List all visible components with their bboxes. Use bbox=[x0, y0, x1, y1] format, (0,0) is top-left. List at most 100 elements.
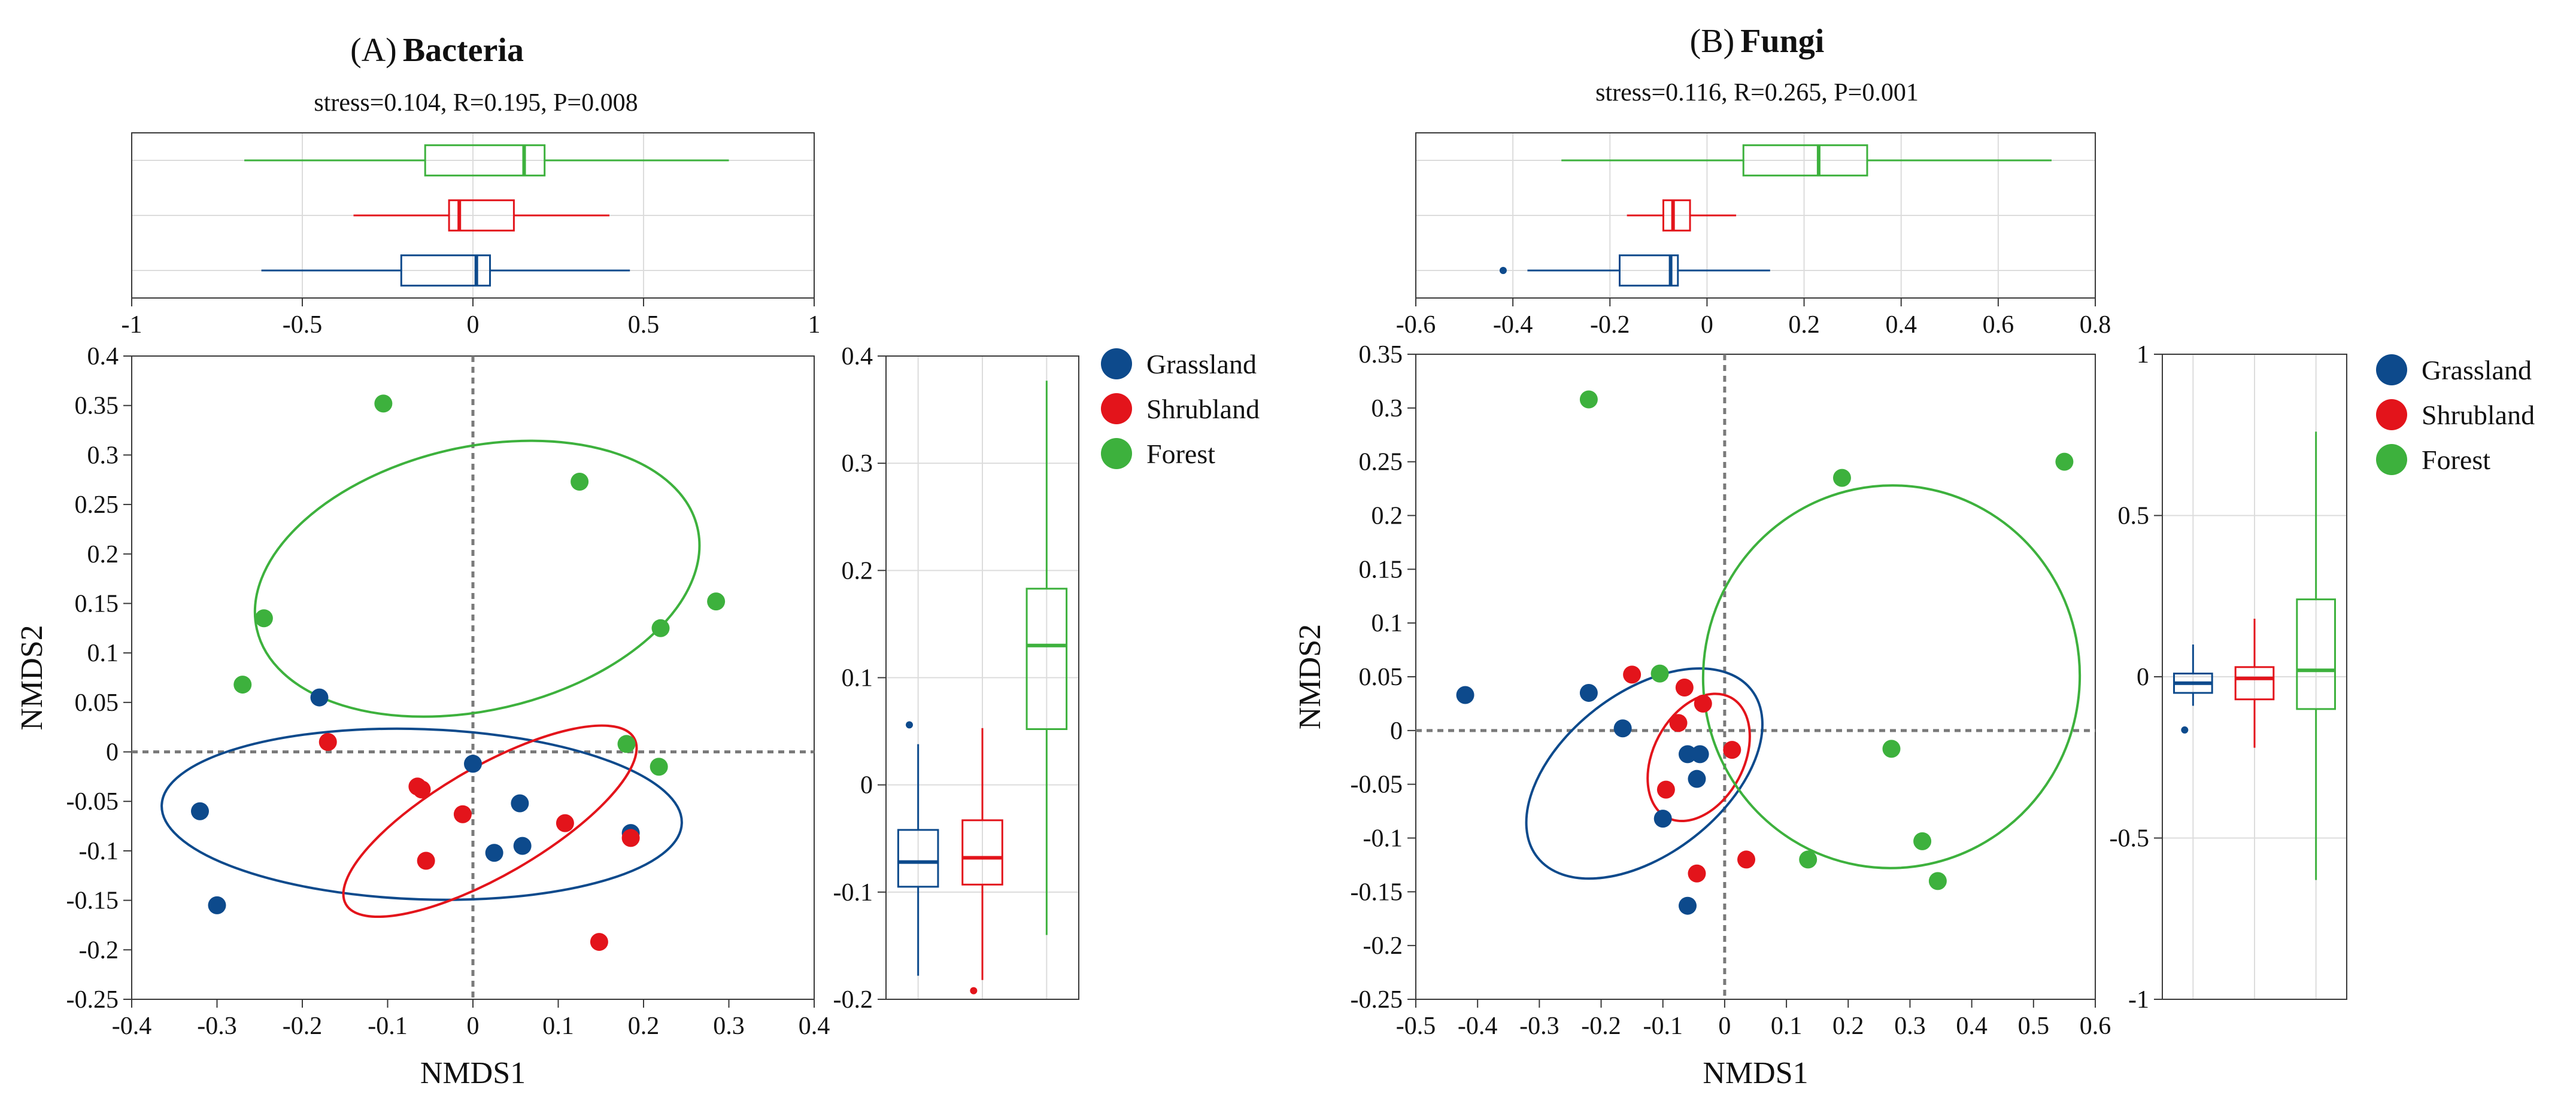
y-tick-label: 0.05 bbox=[75, 689, 119, 717]
point-forest bbox=[1579, 390, 1598, 409]
top-box-grassland bbox=[400, 254, 491, 287]
point-shrubland bbox=[1623, 665, 1642, 684]
x-tick-label: -0.3 bbox=[197, 1012, 237, 1040]
point-forest bbox=[1913, 832, 1932, 850]
top-tick-label: -0.6 bbox=[1396, 311, 1436, 339]
point-grassland bbox=[464, 755, 482, 773]
y-axis-title: NMDS2 bbox=[1293, 624, 1327, 729]
point-shrubland bbox=[590, 933, 608, 951]
y-tick-label: 0.35 bbox=[1359, 341, 1403, 369]
y-tick-label: -0.25 bbox=[66, 986, 119, 1014]
panel-label: (B) bbox=[1690, 23, 1735, 60]
right-tick-label: -0.5 bbox=[2110, 825, 2150, 853]
panel-stats: stress=0.104, R=0.195, P=0.008 bbox=[314, 89, 638, 117]
top-boxplot: -1 -0.5 0 0.5 1 bbox=[122, 132, 821, 339]
point-shrubland bbox=[1656, 780, 1675, 799]
right-tick-label: 0 bbox=[2137, 664, 2149, 691]
x-tick-label: -0.1 bbox=[1643, 1012, 1683, 1040]
x-tick-label: -0.4 bbox=[1458, 1012, 1498, 1040]
right-tick-label: 0.4 bbox=[842, 343, 873, 370]
top-tick-label: 0.5 bbox=[628, 311, 660, 339]
point-shrubland bbox=[1688, 864, 1706, 883]
top-tick-label: -0.2 bbox=[1590, 311, 1630, 339]
top-tick-label: -0.5 bbox=[283, 311, 323, 339]
legend: Grassland Shrubland Forest bbox=[2376, 354, 2535, 475]
panel-title-name: Bacteria bbox=[403, 32, 524, 69]
point-grassland bbox=[1579, 683, 1598, 702]
right-box-shrubland bbox=[961, 819, 1003, 886]
panel-title: (B) Fungi bbox=[1690, 23, 1825, 60]
point-shrubland bbox=[621, 829, 640, 847]
legend-marker-shrubland bbox=[1101, 393, 1132, 424]
top-box-shrubland bbox=[1662, 199, 1691, 232]
y-tick-label: -0.05 bbox=[1351, 771, 1403, 799]
y-tick-label: -0.2 bbox=[79, 936, 119, 964]
y-axis-title: NMDS2 bbox=[15, 625, 49, 730]
point-forest bbox=[1650, 664, 1669, 683]
right-tick-label: 0.1 bbox=[842, 665, 873, 692]
point-shrubland bbox=[1723, 741, 1741, 759]
top-tick-label: 0.4 bbox=[1885, 311, 1917, 339]
point-forest bbox=[1832, 469, 1851, 487]
legend: Grassland Shrubland Forest bbox=[1101, 348, 1260, 469]
y-tick-label: 0.3 bbox=[87, 442, 119, 469]
right-tick-label: -1 bbox=[2128, 986, 2149, 1014]
top-outlier-grassland bbox=[1499, 267, 1507, 274]
top-frame bbox=[1415, 132, 2096, 299]
legend-label-forest: Forest bbox=[1146, 439, 1215, 469]
x-tick-label: 0.4 bbox=[1956, 1012, 1988, 1040]
legend-label-shrubland: Shrubland bbox=[2422, 400, 2535, 430]
x-tick-label: 0 bbox=[467, 1012, 480, 1040]
x-tick-label: -0.2 bbox=[283, 1012, 323, 1040]
top-box-forest bbox=[424, 144, 546, 177]
y-tick-label: 0.2 bbox=[87, 541, 119, 568]
legend-label-grassland: Grassland bbox=[1146, 349, 1257, 379]
legend-label-grassland: Grassland bbox=[2422, 355, 2532, 385]
x-tick-label: -0.1 bbox=[368, 1012, 408, 1040]
main-scatter: -0.5 -0.4 -0.3 -0.2 -0.1 0 0.1 0.2 0.3 0.4 0.5 0.6 -… bbox=[1293, 341, 2111, 1090]
point-forest bbox=[650, 758, 668, 776]
point-forest bbox=[1882, 740, 1901, 758]
x-tick-label: 0.3 bbox=[713, 1012, 745, 1040]
y-tick-label: 0.1 bbox=[1372, 610, 1403, 637]
right-box-forest bbox=[1025, 588, 1068, 731]
confidence-ellipse-grassland bbox=[1525, 667, 1764, 880]
y-tick-label: -0.15 bbox=[1351, 878, 1403, 906]
main-scatter: -0.4 -0.3 -0.2 -0.1 0 0.1 0.2 0.3 0.4 -0.25 -0.2 -0… bbox=[15, 343, 830, 1090]
right-outlier-grassland bbox=[2181, 726, 2189, 734]
point-grassland bbox=[1679, 745, 1697, 764]
point-shrubland bbox=[1669, 714, 1688, 732]
x-tick-label: 0.6 bbox=[2080, 1012, 2111, 1040]
point-grassland bbox=[513, 837, 532, 855]
point-grassland bbox=[1688, 770, 1706, 788]
right-tick-label: 0.2 bbox=[842, 557, 873, 585]
top-box-forest bbox=[1742, 144, 1868, 177]
right-boxplot: -0.2 -0.1 0 0.1 0.2 0.3 0.4 bbox=[833, 343, 1079, 1014]
x-tick-label: -0.2 bbox=[1581, 1012, 1621, 1040]
point-grassland bbox=[1613, 719, 1632, 738]
confidence-ellipse-shrubland bbox=[342, 724, 638, 919]
top-box-grassland bbox=[1619, 254, 1679, 287]
legend-label-shrubland: Shrubland bbox=[1146, 394, 1260, 424]
x-tick-label: -0.5 bbox=[1396, 1012, 1436, 1040]
top-tick-label: 0.2 bbox=[1788, 311, 1820, 339]
point-grassland bbox=[208, 896, 226, 914]
point-forest bbox=[374, 394, 393, 413]
x-axis-title: NMDS1 bbox=[1703, 1056, 1808, 1090]
y-tick-label: -0.05 bbox=[66, 788, 119, 816]
x-tick-label: 0 bbox=[1718, 1012, 1731, 1040]
top-tick-label: 0 bbox=[467, 311, 480, 339]
point-grassland bbox=[1679, 896, 1697, 915]
y-tick-label: 0.4 bbox=[87, 343, 119, 370]
x-tick-label: 0.1 bbox=[1771, 1012, 1803, 1040]
point-forest bbox=[1799, 850, 1818, 869]
point-forest bbox=[2055, 452, 2074, 471]
point-shrubland bbox=[453, 805, 472, 823]
panel-title-name: Fungi bbox=[1740, 23, 1824, 60]
panel-label: (A) bbox=[350, 32, 397, 69]
x-tick-label: -0.3 bbox=[1519, 1012, 1559, 1040]
point-forest bbox=[1928, 872, 1947, 890]
point-grassland bbox=[191, 802, 209, 820]
point-forest bbox=[651, 619, 670, 637]
